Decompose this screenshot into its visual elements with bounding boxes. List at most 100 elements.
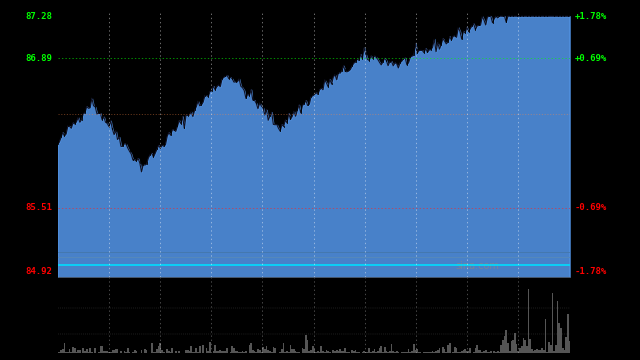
Bar <box>273 347 274 353</box>
Bar <box>514 333 516 353</box>
Bar <box>212 351 214 353</box>
Bar <box>418 352 420 353</box>
Bar <box>105 351 106 353</box>
Bar <box>255 352 257 353</box>
Bar <box>116 349 118 353</box>
Bar <box>86 349 88 353</box>
Bar <box>327 351 329 353</box>
Bar <box>326 350 327 353</box>
Bar <box>384 347 385 353</box>
Bar <box>288 352 290 353</box>
Text: 84.92: 84.92 <box>26 267 52 276</box>
Bar <box>543 350 545 353</box>
Bar <box>502 339 504 353</box>
Bar <box>221 351 223 353</box>
Bar <box>230 352 232 353</box>
Bar <box>235 351 237 353</box>
Bar <box>269 351 271 353</box>
Bar <box>207 351 209 353</box>
Bar <box>468 351 469 353</box>
Bar <box>458 352 459 353</box>
Bar <box>245 351 247 353</box>
Bar <box>511 342 512 353</box>
Bar <box>420 352 422 353</box>
Bar <box>240 352 242 353</box>
Bar <box>362 352 364 353</box>
Bar <box>192 352 194 353</box>
Bar <box>332 350 334 353</box>
Bar <box>534 350 536 353</box>
Bar <box>456 348 458 353</box>
Bar <box>459 352 461 353</box>
Bar <box>259 350 260 353</box>
Bar <box>151 343 152 353</box>
Bar <box>88 352 89 353</box>
Bar <box>557 301 559 353</box>
Bar <box>372 351 374 353</box>
Bar <box>115 349 116 353</box>
Bar <box>355 350 356 353</box>
Bar <box>341 351 342 353</box>
Bar <box>490 351 492 353</box>
Bar <box>375 352 377 353</box>
Bar <box>303 349 305 353</box>
Bar <box>154 352 156 353</box>
Bar <box>324 352 326 353</box>
Bar <box>396 351 397 353</box>
Bar <box>298 352 300 353</box>
Bar <box>538 350 540 353</box>
Bar <box>476 345 478 353</box>
Bar <box>279 352 281 353</box>
Bar <box>120 351 122 353</box>
Bar <box>369 348 370 353</box>
Bar <box>321 346 322 353</box>
Bar <box>268 350 269 353</box>
Text: sina.com: sina.com <box>456 261 499 271</box>
Bar <box>522 338 524 353</box>
Bar <box>159 343 161 353</box>
Bar <box>565 337 567 353</box>
Bar <box>344 348 346 353</box>
Text: 86.89: 86.89 <box>26 54 52 63</box>
Bar <box>166 350 168 353</box>
Bar <box>316 352 317 353</box>
Text: -0.69%: -0.69% <box>575 203 607 212</box>
Bar <box>461 351 463 353</box>
Bar <box>189 351 190 353</box>
Bar <box>454 347 456 353</box>
Bar <box>392 351 394 353</box>
Bar <box>152 352 154 353</box>
Bar <box>427 352 428 353</box>
Text: +1.78%: +1.78% <box>575 12 607 21</box>
Bar <box>98 352 100 353</box>
Text: 85.51: 85.51 <box>26 203 52 212</box>
Bar <box>425 352 427 353</box>
Bar <box>202 345 204 353</box>
Bar <box>559 323 560 353</box>
Bar <box>58 352 60 353</box>
Bar <box>237 351 238 353</box>
Bar <box>364 351 365 353</box>
Bar <box>401 352 403 353</box>
Bar <box>380 346 382 353</box>
Bar <box>170 352 172 353</box>
Bar <box>168 351 170 353</box>
Bar <box>433 352 435 353</box>
Bar <box>305 335 307 353</box>
Bar <box>493 351 495 353</box>
Bar <box>225 351 227 353</box>
Bar <box>367 351 369 353</box>
Bar <box>243 352 245 353</box>
Bar <box>223 351 225 353</box>
Bar <box>437 350 438 353</box>
Bar <box>423 352 425 353</box>
Bar <box>95 348 96 353</box>
Bar <box>463 350 464 353</box>
Bar <box>60 350 62 353</box>
Bar <box>536 348 538 353</box>
Bar <box>260 352 262 353</box>
Bar <box>466 351 468 353</box>
Bar <box>444 349 445 353</box>
Bar <box>248 345 250 353</box>
Bar <box>506 330 507 353</box>
